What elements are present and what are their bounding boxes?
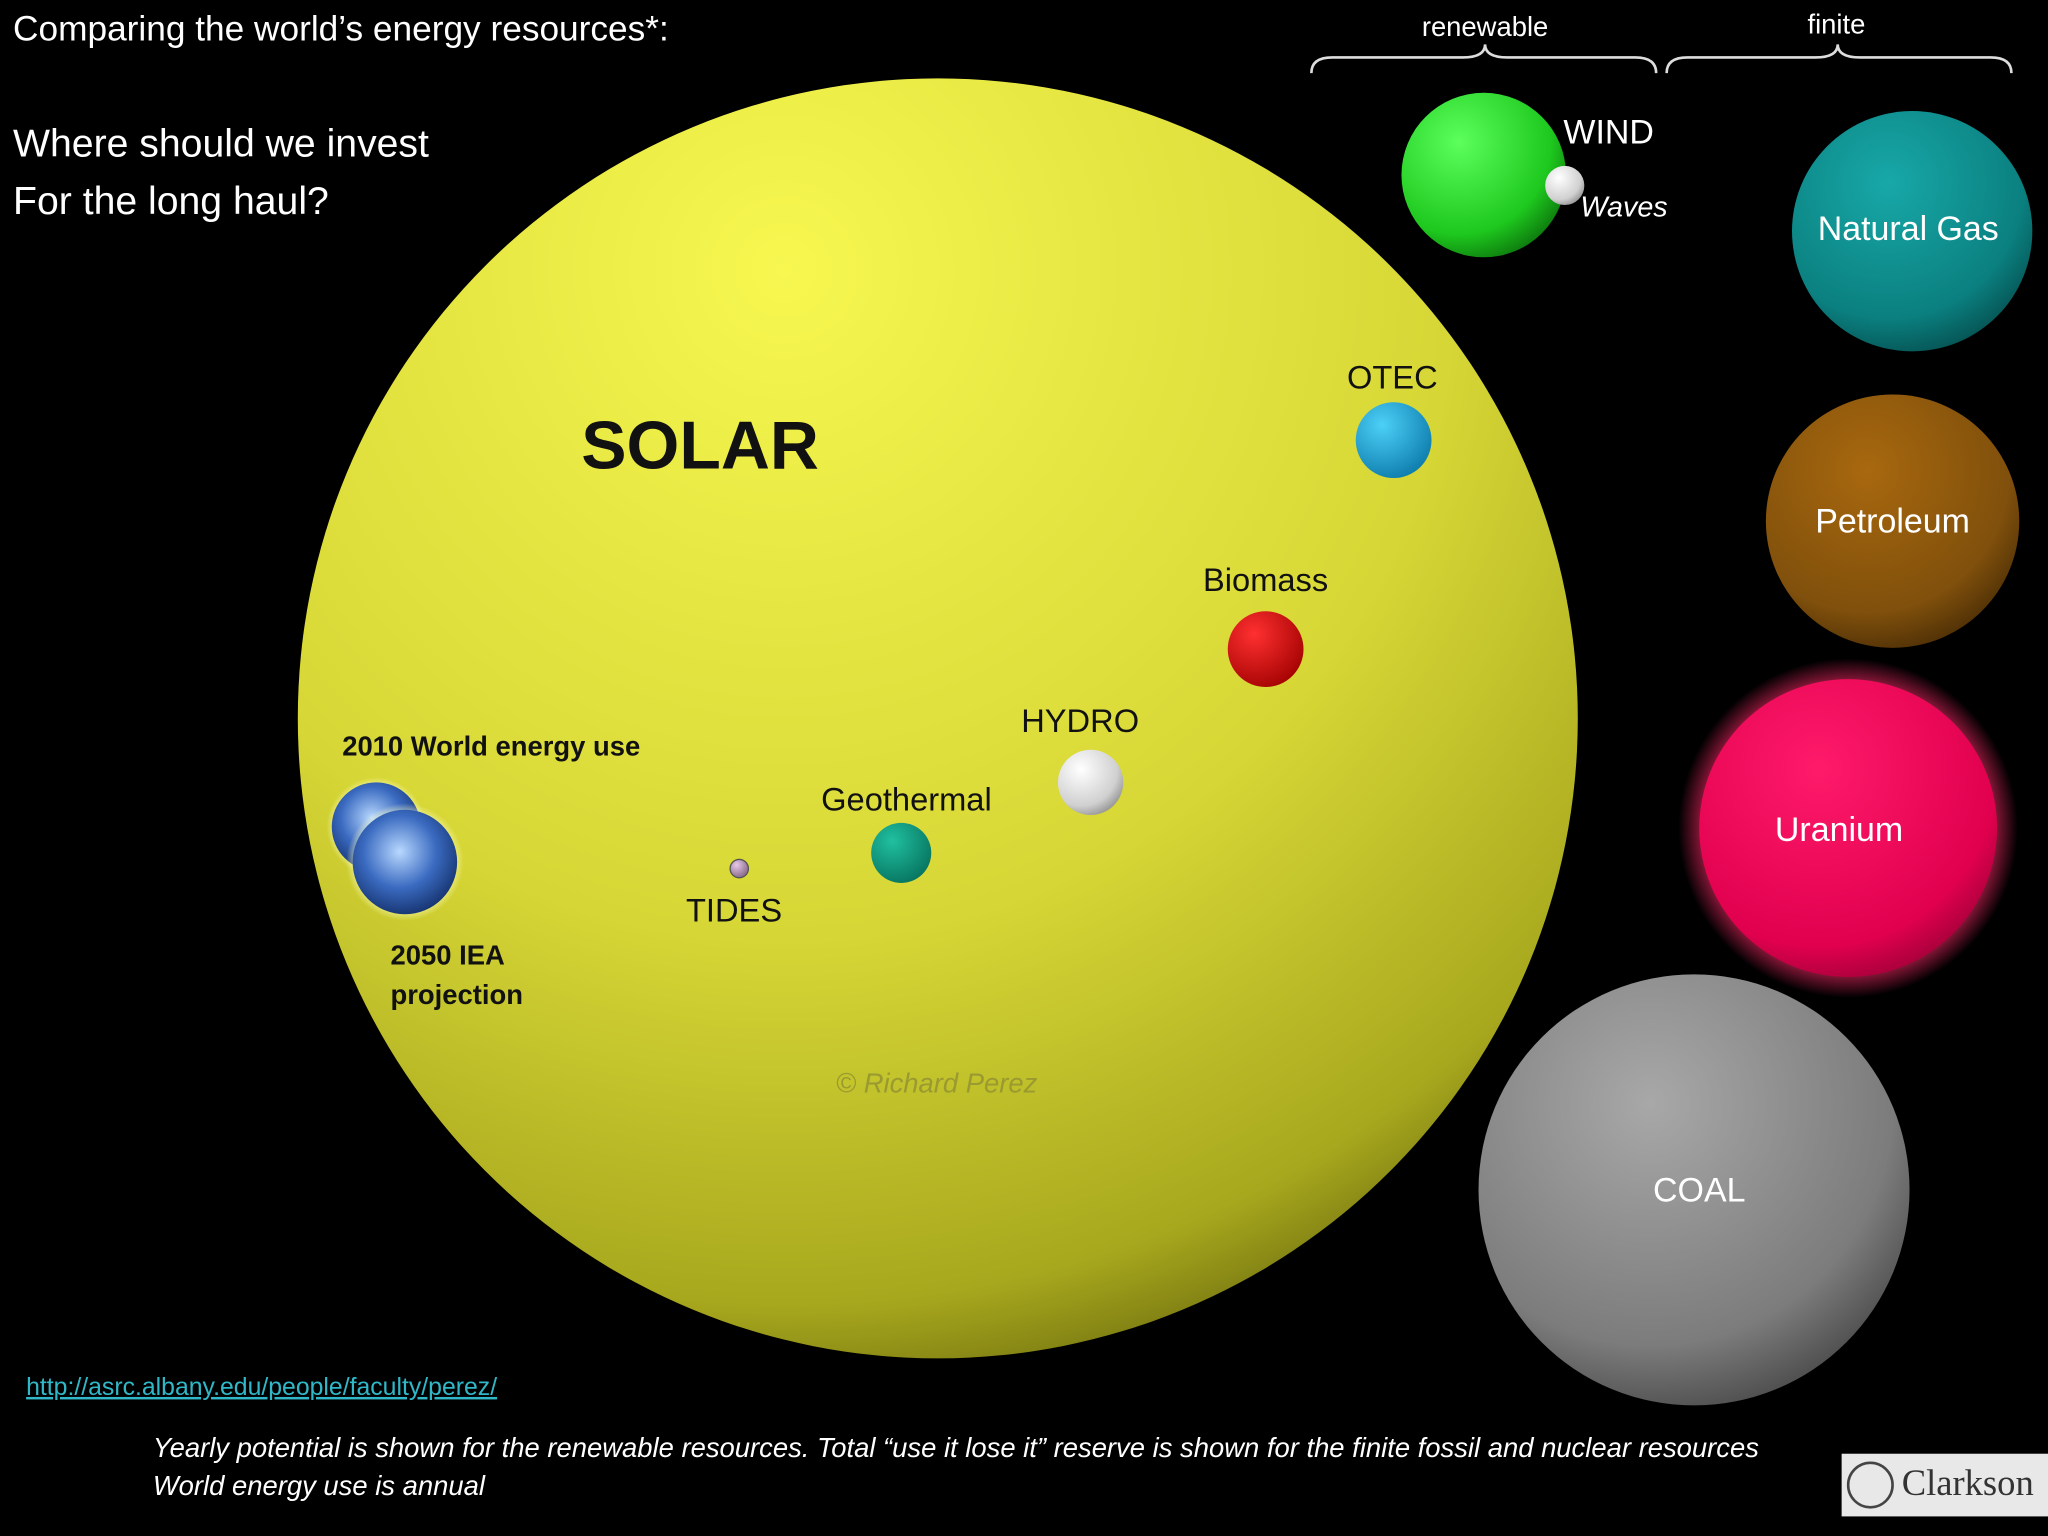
bubble-label: TIDES	[686, 892, 782, 929]
coal-bubble	[1478, 974, 1910, 1406]
bubble-label: Uranium	[1775, 811, 1903, 849]
geothermal-bubble	[871, 822, 932, 883]
earth-label: projection	[391, 979, 523, 1010]
question-line: Where should we invest	[13, 123, 429, 166]
question-line: For the long haul?	[13, 180, 329, 223]
wind-bubble	[1401, 92, 1567, 258]
bubble-label: Biomass	[1203, 561, 1328, 598]
title: Comparing the world’s energy resources*:	[13, 10, 669, 49]
logo-seal	[1846, 1461, 1894, 1509]
brace	[1310, 44, 1658, 74]
bubble-label: Geothermal	[821, 781, 992, 818]
url-link[interactable]: http://asrc.albany.edu/people/faculty/pe…	[26, 1374, 497, 1401]
bubble-label: COAL	[1653, 1171, 1745, 1209]
biomass-bubble	[1227, 611, 1304, 688]
earth-2050	[352, 809, 458, 915]
petroleum-bubble	[1765, 394, 2020, 648]
logo: Clarkson	[1902, 1462, 2034, 1503]
bubble-label: HYDRO	[1021, 702, 1139, 739]
waves-bubble	[1545, 165, 1585, 206]
bubble-label: SOLAR	[581, 409, 819, 484]
solar-bubble	[297, 78, 1578, 1359]
earth-label: 2010 World energy use	[342, 731, 640, 762]
bubble-label: Waves	[1580, 192, 1667, 224]
natural-gas-bubble	[1792, 111, 2033, 352]
otec-bubble	[1355, 402, 1432, 479]
uranium-bubble	[1699, 679, 1998, 977]
bubble-label: WIND	[1563, 113, 1653, 151]
group-label: renewable	[1422, 11, 1548, 42]
tides-bubble	[729, 858, 750, 879]
bubble-label: Petroleum	[1815, 503, 1970, 541]
footnote: World energy use is annual	[153, 1470, 486, 1501]
footnote: Yearly potential is shown for the renewa…	[153, 1432, 1759, 1463]
hydro-bubble	[1057, 749, 1124, 816]
brace	[1665, 44, 2013, 74]
earth-label: 2050 IEA	[391, 940, 505, 971]
bubble-label: OTEC	[1347, 359, 1438, 396]
bubble-label: Natural Gas	[1818, 210, 1999, 248]
group-label: finite	[1807, 8, 1865, 39]
credit: © Richard Perez	[836, 1068, 1038, 1099]
